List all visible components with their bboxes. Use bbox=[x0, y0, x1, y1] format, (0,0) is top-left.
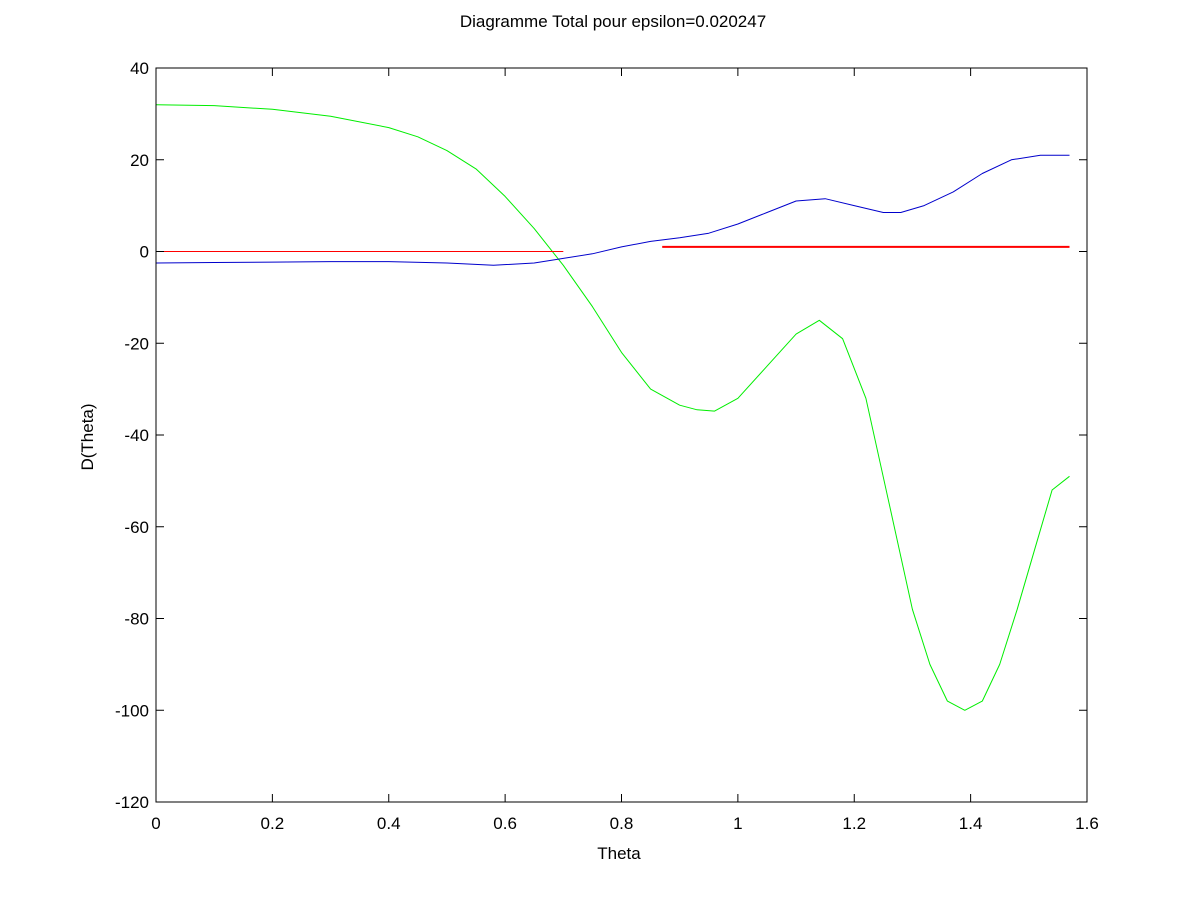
x-tick-label: 0.6 bbox=[493, 814, 517, 833]
x-tick-label: 1.2 bbox=[842, 814, 866, 833]
x-tick-label: 1.4 bbox=[959, 814, 983, 833]
x-axis-label: Theta bbox=[597, 844, 641, 863]
x-tick-label: 0.4 bbox=[377, 814, 401, 833]
series-line-2 bbox=[155, 154, 1070, 266]
y-tick-label: -120 bbox=[115, 793, 149, 812]
y-tick-label: 40 bbox=[130, 59, 149, 78]
y-tick-label: 20 bbox=[130, 151, 149, 170]
y-tick-label: -100 bbox=[115, 701, 149, 720]
y-tick-label: -80 bbox=[124, 610, 149, 629]
series-layer bbox=[155, 104, 1070, 711]
chart-title: Diagramme Total pour epsilon=0.020247 bbox=[460, 12, 766, 31]
y-tick-label: -40 bbox=[124, 426, 149, 445]
y-axis-label: D(Theta) bbox=[78, 403, 97, 470]
y-tick-label: 0 bbox=[140, 243, 149, 262]
series-line-1 bbox=[155, 104, 1070, 711]
plot-area-border bbox=[155, 67, 1088, 803]
y-tick-label: -20 bbox=[124, 334, 149, 353]
tick-layer: 0 0.2 0.4 0.6 0.8 1 1.2 1.4 1.6 40 20 0 -20 -40 -60 -80… bbox=[115, 59, 1099, 833]
y-tick-label: -60 bbox=[124, 518, 149, 537]
x-tick-label: 0.2 bbox=[261, 814, 285, 833]
x-tick-label: 0.8 bbox=[610, 814, 634, 833]
x-tick-label: 1 bbox=[733, 814, 742, 833]
x-tick-label: 1.6 bbox=[1075, 814, 1099, 833]
x-tick-label: 0 bbox=[151, 814, 160, 833]
